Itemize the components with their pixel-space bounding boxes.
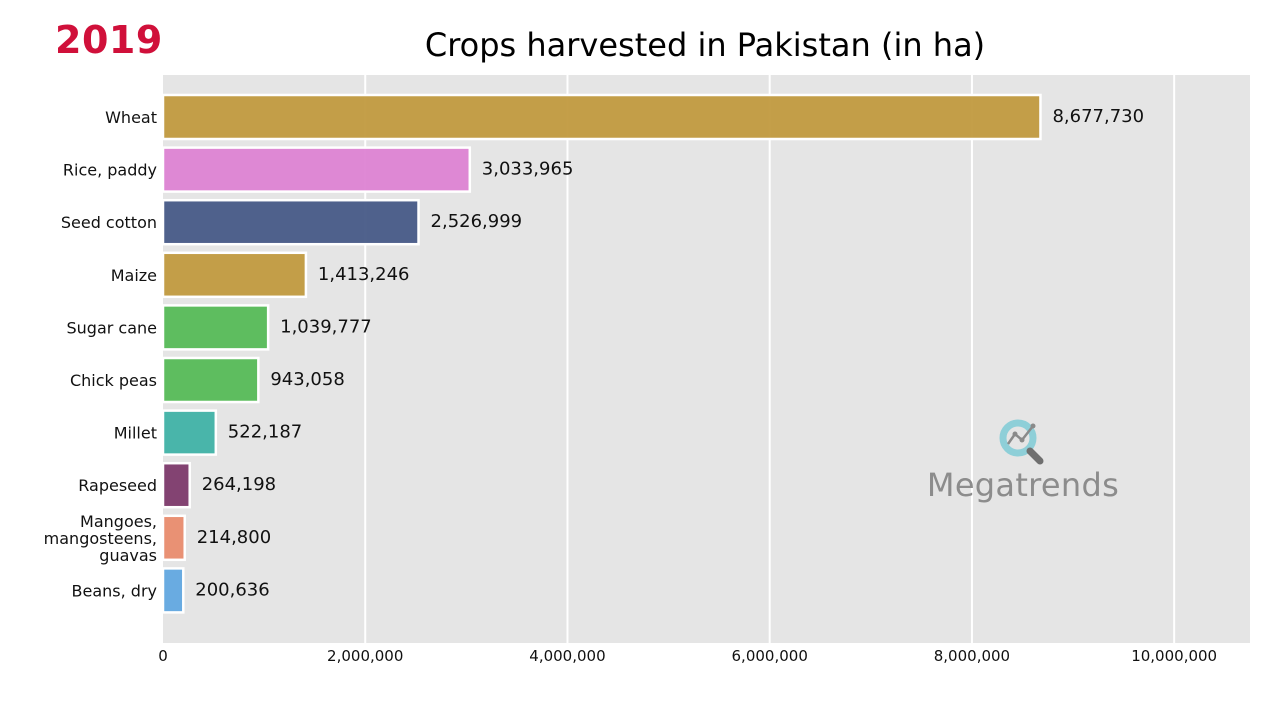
bar	[161, 461, 191, 509]
bar	[161, 514, 186, 562]
x-tick-label: 4,000,000	[529, 647, 605, 665]
bar	[161, 409, 218, 456]
x-tick-label: 8,000,000	[934, 647, 1010, 665]
x-tick-label: 0	[158, 647, 168, 665]
value-label: 3,033,965	[482, 159, 574, 180]
value-label: 522,187	[228, 422, 302, 443]
bar	[161, 567, 185, 614]
magnifier-chart-icon	[999, 419, 1044, 465]
bar	[161, 356, 260, 404]
category-label: Maize	[111, 266, 157, 285]
value-label: 200,636	[195, 579, 269, 600]
value-label: 943,058	[270, 369, 344, 390]
bar	[161, 251, 308, 299]
x-tick-label: 10,000,000	[1131, 647, 1217, 665]
watermark-text: Megatrends	[926, 466, 1120, 504]
bar	[161, 93, 1042, 141]
bar	[161, 304, 270, 351]
year-label: 2019	[55, 18, 163, 62]
category-label: Sugar cane	[66, 318, 157, 337]
category-label: Beans, dry	[72, 581, 157, 600]
bar	[161, 198, 420, 246]
x-tick-label: 6,000,000	[732, 647, 808, 665]
category-label: Chick peas	[70, 371, 157, 390]
value-label: 264,198	[202, 474, 276, 495]
x-tick-label: 2,000,000	[327, 647, 403, 665]
category-label: Millet	[114, 424, 157, 443]
value-label: 214,800	[197, 527, 271, 548]
category-label: Wheat	[105, 108, 157, 127]
category-label: Rapeseed	[78, 476, 157, 495]
value-label: 1,413,246	[318, 264, 410, 285]
category-label: Rice, paddy	[63, 161, 157, 180]
category-label: Seed cotton	[61, 213, 157, 232]
value-label: 2,526,999	[431, 211, 523, 232]
chart-title: Crops harvested in Pakistan (in ha)	[424, 26, 986, 64]
value-label: 8,677,730	[1052, 106, 1144, 127]
category-label: Mangoes, mangosteens, guavas	[44, 512, 157, 565]
value-label: 1,039,777	[280, 316, 372, 337]
bar	[161, 146, 472, 193]
